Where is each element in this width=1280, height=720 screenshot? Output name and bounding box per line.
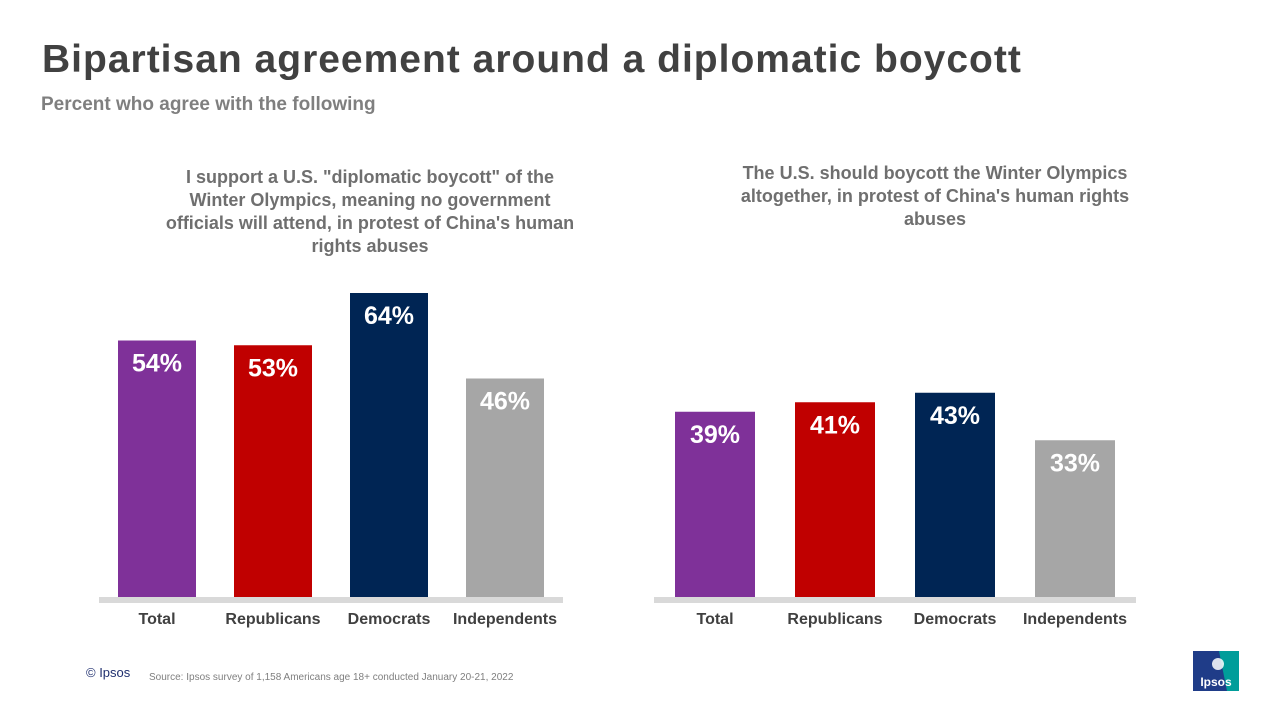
chart-1-bar-democrats	[350, 293, 428, 597]
chart-2-data-label: 41%	[810, 411, 860, 439]
chart-1-data-label: 64%	[364, 302, 414, 330]
chart-2-bar-republicans	[795, 402, 875, 597]
chart-1-data-label: 54%	[132, 350, 182, 378]
source-note: Source: Ipsos survey of 1,158 Americans …	[149, 672, 514, 683]
chart-2-bar-total	[675, 411, 755, 597]
page-subtitle: Percent who agree with the following	[41, 94, 376, 115]
ipsos-logo: Ipsos	[1193, 651, 1239, 691]
chart-2-category-label: Democrats	[914, 611, 997, 628]
chart-1-bar-independents	[466, 378, 544, 597]
chart-2-data-label: 33%	[1050, 449, 1100, 477]
chart-2-bar-democrats	[915, 392, 995, 597]
logo-text: Ipsos	[1200, 675, 1232, 689]
chart-2-category-label: Republicans	[787, 611, 882, 628]
chart-1-category-label: Republicans	[225, 611, 320, 628]
chart-1-category-label: Democrats	[348, 611, 431, 628]
chart-2-data-label: 43%	[930, 402, 980, 430]
chart-2-category-label: Independents	[1023, 611, 1127, 628]
chart-2-category-label: Total	[696, 611, 733, 628]
chart-1-bar-republicans	[234, 345, 312, 597]
page-title: Bipartisan agreement around a diplomatic…	[42, 38, 1022, 81]
chart-1-data-label: 53%	[248, 354, 298, 382]
copyright-text: © Ipsos	[86, 665, 131, 680]
ipsos-logo-mark	[1193, 651, 1239, 691]
chart-1-data-label: 46%	[480, 388, 530, 416]
chart-2-data-label: 39%	[690, 421, 740, 449]
chart-2-caption: The U.S. should boycott the Winter Olymp…	[740, 163, 1130, 229]
chart-1-bar-total	[118, 340, 196, 597]
chart-2-bar-independents	[1035, 440, 1115, 597]
chart-1-caption: I support a U.S. "diplomatic boycott" of…	[165, 167, 575, 256]
chart-1-category-label: Total	[138, 611, 175, 628]
chart-1-category-label: Independents	[453, 611, 557, 628]
